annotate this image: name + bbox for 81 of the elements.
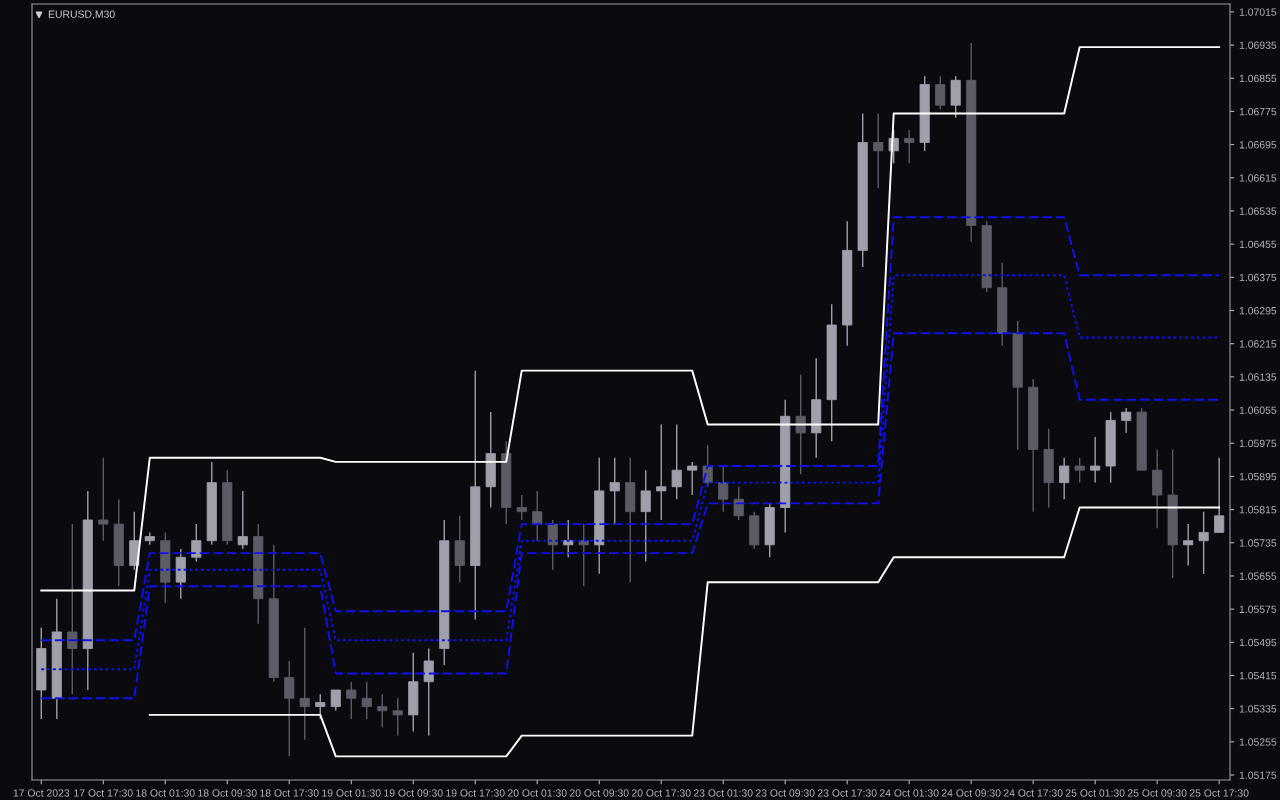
y-tick-label: 1.05735 xyxy=(1239,539,1277,547)
candlestick xyxy=(1074,457,1085,484)
x-tick-label: 23 Oct 17:30 xyxy=(817,789,877,797)
y-tick-label: 1.05335 xyxy=(1239,705,1277,713)
y-tick-label: 1.06855 xyxy=(1239,74,1277,83)
candlestick xyxy=(873,112,884,189)
x-tick-label: 18 Oct 17:30 xyxy=(260,789,319,797)
x-tick-label: 19 Oct 09:30 xyxy=(384,789,443,797)
candlestick xyxy=(671,423,682,500)
y-tick-label: 1.06295 xyxy=(1239,307,1277,315)
candlestick xyxy=(904,129,915,164)
y-tick-label: 1.05815 xyxy=(1239,506,1277,514)
candlestick xyxy=(1059,457,1070,500)
y-tick-label: 1.06775 xyxy=(1239,107,1277,116)
candlestick xyxy=(795,374,806,476)
candlestick xyxy=(299,627,310,741)
candlestick xyxy=(284,660,295,758)
candlestick xyxy=(1121,407,1132,434)
line-series xyxy=(40,46,1221,592)
y-tick-label: 1.06375 xyxy=(1239,273,1277,282)
x-tick-label: 18 Oct 09:30 xyxy=(198,789,257,797)
y-tick-label: 1.05175 xyxy=(1239,771,1277,779)
x-tick-label: 24 Oct 09:30 xyxy=(941,789,1001,797)
candlestick xyxy=(1198,510,1209,575)
y-tick-label: 1.07015 xyxy=(1239,8,1277,16)
candlestick xyxy=(640,469,651,563)
y-tick-label: 1.05655 xyxy=(1239,572,1277,580)
y-tick-label: 1.06455 xyxy=(1239,240,1277,249)
candlestick xyxy=(547,519,558,571)
y-tick-label: 1.05255 xyxy=(1239,738,1277,746)
x-tick-label: 19 Oct 01:30 xyxy=(322,789,381,797)
candlestick xyxy=(718,465,729,513)
y-tick-label: 1.06695 xyxy=(1239,141,1277,149)
x-tick-label: 20 Oct 01:30 xyxy=(507,789,567,797)
candlestick xyxy=(191,523,202,563)
x-tick-label: 23 Oct 01:30 xyxy=(693,789,753,797)
x-tick-label: 25 Oct 17:30 xyxy=(1189,789,1249,797)
candlestick xyxy=(392,697,403,737)
y-tick-label: 1.06135 xyxy=(1239,373,1277,381)
x-tick-label: 18 Oct 01:30 xyxy=(136,789,195,797)
y-tick-label: 1.05575 xyxy=(1239,605,1277,613)
y-tick-label: 1.06935 xyxy=(1239,41,1277,49)
candlestick xyxy=(67,523,78,695)
candlestick xyxy=(423,647,434,737)
x-tick-label: 23 Oct 09:30 xyxy=(755,789,815,797)
y-tick-label: 1.05975 xyxy=(1239,439,1277,448)
candlestick xyxy=(1183,523,1194,567)
x-tick-label: 17 Oct 2023 xyxy=(13,789,70,797)
candlestick xyxy=(361,681,372,720)
candlestick xyxy=(346,681,357,720)
candlestick xyxy=(733,486,744,521)
candlestick xyxy=(935,75,946,111)
x-tick-label: 24 Oct 17:30 xyxy=(1003,789,1063,797)
candlestick xyxy=(687,461,698,496)
candlestick xyxy=(330,689,341,712)
y-tick-label: 1.06615 xyxy=(1239,174,1277,182)
candlestick xyxy=(377,693,388,729)
x-tick-label: 19 Oct 17:30 xyxy=(446,789,505,797)
text: EURUSD,M30 xyxy=(48,10,115,20)
candlestick xyxy=(609,457,620,525)
candlestick xyxy=(237,490,248,550)
y-tick-label: 1.05895 xyxy=(1239,472,1277,481)
x-tick-label: 17 Oct 17:30 xyxy=(74,789,133,797)
y-tick-label: 1.05495 xyxy=(1239,638,1277,647)
candlestick xyxy=(1214,457,1225,534)
x-tick-label: 25 Oct 09:30 xyxy=(1127,789,1187,797)
candlestick xyxy=(1090,436,1101,484)
candlestick xyxy=(98,457,109,542)
candlestick xyxy=(532,490,543,542)
x-tick-label: 20 Oct 09:30 xyxy=(569,789,629,797)
x-tick-label: 25 Oct 01:30 xyxy=(1065,789,1125,797)
x-tick-label: 24 Oct 01:30 xyxy=(879,789,939,797)
y-tick-label: 1.05415 xyxy=(1239,671,1277,680)
y-tick-label: 1.06535 xyxy=(1239,207,1277,215)
candlestick xyxy=(516,494,527,521)
y-tick-label: 1.06055 xyxy=(1239,406,1277,414)
candlestick xyxy=(656,423,667,521)
x-tick-label: 20 Oct 17:30 xyxy=(631,789,691,797)
line-series xyxy=(148,506,1221,758)
candlestick xyxy=(315,693,326,720)
y-tick-label: 1.06215 xyxy=(1239,340,1277,348)
